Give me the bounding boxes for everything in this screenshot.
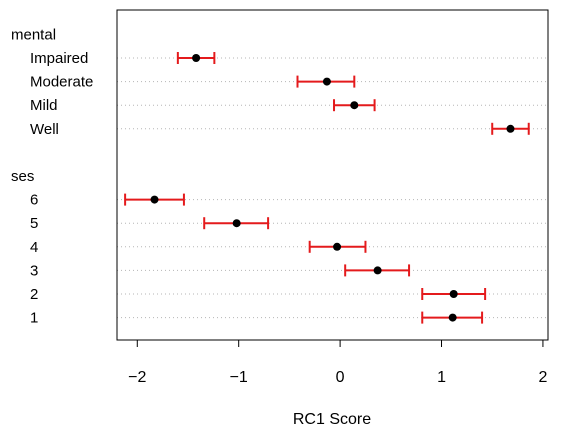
point-ses-4 xyxy=(333,242,342,251)
x-axis-label: RC1 Score xyxy=(293,411,371,428)
group-label-mental: mental xyxy=(11,26,56,43)
row-guide-lines xyxy=(117,57,548,319)
point-ses-5 xyxy=(232,219,241,228)
row-label-ses-5: 5 xyxy=(30,215,38,232)
plot-frame xyxy=(116,9,549,341)
row-labels: mental Impaired Moderate Mild Well ses 6 5 4 3 2 1 xyxy=(11,26,93,326)
point-ses-2 xyxy=(449,290,458,298)
point-mental-impaired xyxy=(192,54,201,62)
x-tick-label-3: 1 xyxy=(437,369,446,386)
x-tick-label-1: −1 xyxy=(230,369,248,386)
row-label-mental-mild: Mild xyxy=(30,97,58,114)
point-mental-mild xyxy=(350,101,359,110)
row-label-mental-well: Well xyxy=(30,121,59,138)
row-label-mental-moderate: Moderate xyxy=(30,74,93,91)
point-mental-moderate xyxy=(322,77,331,86)
row-label-ses-2: 2 xyxy=(30,286,38,303)
data-marks xyxy=(124,52,530,324)
row-label-ses-1: 1 xyxy=(30,310,38,327)
x-tick-label-2: 0 xyxy=(336,369,345,386)
point-mental-well xyxy=(506,124,515,133)
point-ses-6 xyxy=(150,195,159,204)
x-tick-label-0: −2 xyxy=(128,369,146,386)
row-label-ses-6: 6 xyxy=(30,192,38,209)
x-axis: −2 −1 0 1 2 xyxy=(128,339,547,386)
row-label-ses-4: 4 xyxy=(30,239,38,256)
point-ses-3 xyxy=(373,266,382,275)
row-label-ses-3: 3 xyxy=(30,262,38,279)
group-label-ses: ses xyxy=(11,168,34,185)
row-label-mental-impaired: Impaired xyxy=(30,50,88,67)
point-ses-1 xyxy=(448,313,457,322)
x-tick-label-4: 2 xyxy=(538,369,547,386)
